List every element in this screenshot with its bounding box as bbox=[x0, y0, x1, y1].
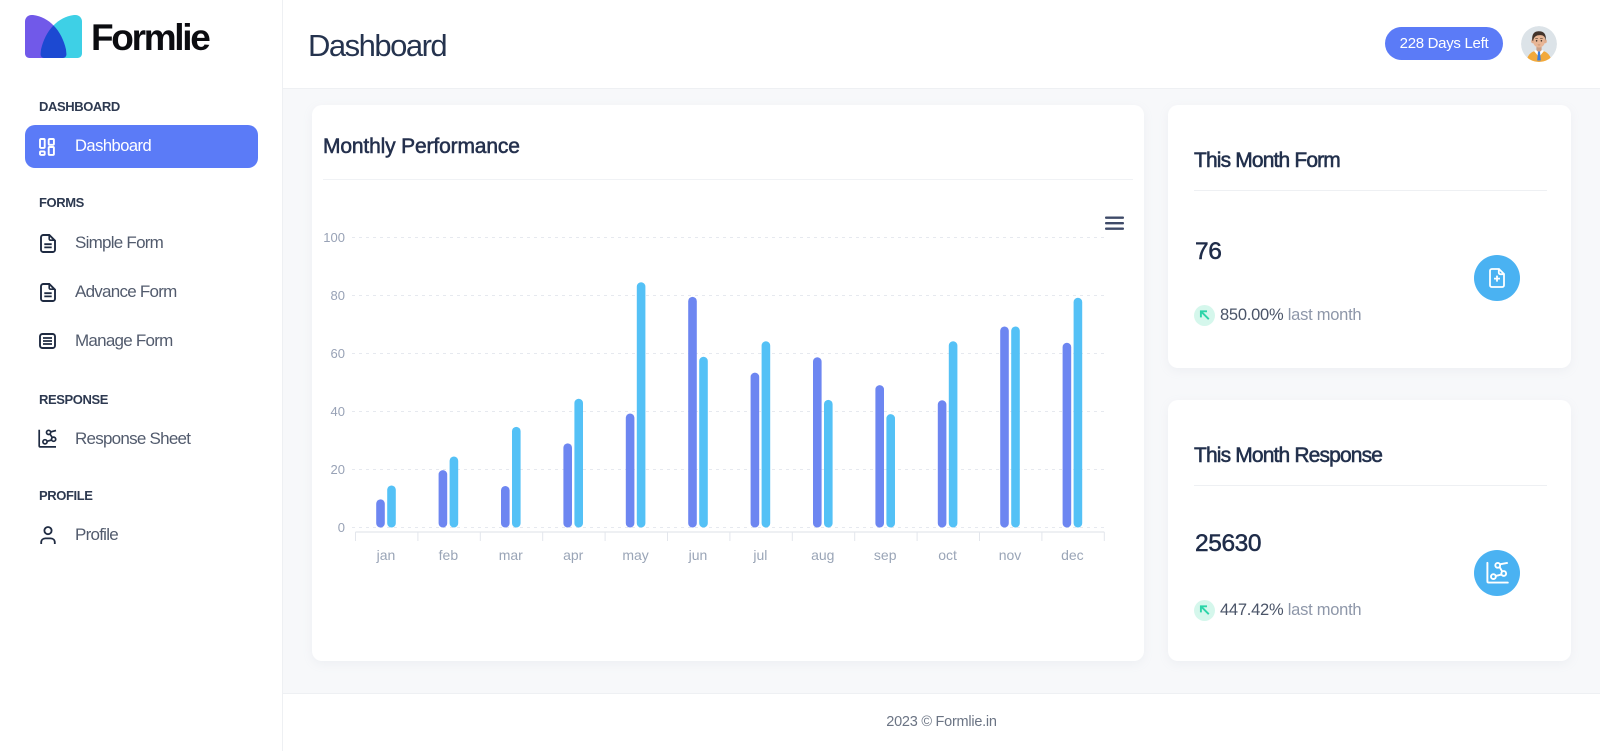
svg-text:may: may bbox=[622, 547, 648, 563]
svg-text:oct: oct bbox=[938, 547, 957, 563]
svg-text:sep: sep bbox=[874, 547, 897, 563]
svg-text:60: 60 bbox=[331, 346, 345, 361]
svg-text:jan: jan bbox=[376, 547, 396, 563]
svg-text:40: 40 bbox=[331, 404, 345, 419]
svg-text:20: 20 bbox=[331, 462, 345, 477]
svg-text:80: 80 bbox=[331, 288, 345, 303]
svg-text:apr: apr bbox=[563, 547, 584, 563]
svg-text:0: 0 bbox=[338, 520, 345, 535]
svg-text:dec: dec bbox=[1061, 547, 1084, 563]
svg-text:jun: jun bbox=[688, 547, 708, 563]
svg-text:mar: mar bbox=[499, 547, 523, 563]
svg-text:feb: feb bbox=[439, 547, 459, 563]
svg-text:jul: jul bbox=[752, 547, 767, 563]
svg-text:nov: nov bbox=[999, 547, 1022, 563]
svg-text:aug: aug bbox=[811, 547, 834, 563]
svg-text:100: 100 bbox=[323, 230, 345, 245]
